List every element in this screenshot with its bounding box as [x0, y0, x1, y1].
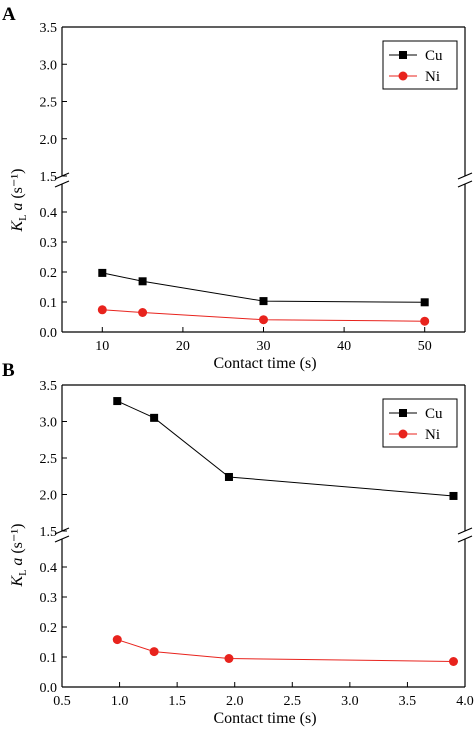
x-tick-label: 20 [176, 339, 190, 354]
y-tick-label: 1.5 [40, 170, 58, 185]
y-tick-label: 0.4 [40, 206, 58, 221]
data-point-ni [149, 647, 159, 657]
legend-label-cu: Cu [425, 48, 443, 64]
data-point-cu [150, 413, 159, 422]
x-tick-label: 10 [95, 339, 109, 354]
panel-letter-a: A [2, 4, 16, 25]
legend-box [382, 398, 458, 448]
data-point-cu [259, 297, 268, 306]
x-tick-label: 1.5 [168, 694, 186, 709]
data-point-cu [224, 472, 233, 481]
y-tick-label: 0.2 [40, 266, 58, 281]
legend-marker-cu [399, 51, 407, 59]
y-tick-label: 3.5 [40, 21, 58, 36]
data-point-ni [420, 316, 430, 326]
y-tick-label: 0.4 [40, 561, 58, 576]
axis-break-mark [457, 172, 473, 180]
x-axis-title: Contact time (s) [213, 355, 316, 372]
y-tick-label: 1.5 [40, 525, 58, 540]
axis-break-mark [54, 535, 70, 543]
axis-break-mark [54, 180, 70, 188]
x-tick-label: 2.0 [226, 694, 244, 709]
legend-label-ni: Ni [425, 427, 440, 443]
x-tick-label: 0.5 [53, 694, 71, 709]
data-point-ni [97, 305, 107, 315]
y-tick-label: 0.1 [40, 296, 58, 311]
x-tick-label: 40 [337, 339, 351, 354]
y-tick-label: 0.2 [40, 621, 58, 636]
data-point-cu [98, 268, 107, 277]
data-point-cu [138, 277, 147, 286]
x-tick-label: 3.0 [341, 694, 359, 709]
x-axis-title: Contact time (s) [213, 710, 316, 727]
y-tick-label: 3.5 [40, 379, 58, 394]
chart-panel-b: 0.5 1.0 1.5 2.0 2.5 3.0 3.5 4.0 0.0 0.1 0.2 0.3 0.4 1… [9, 379, 474, 727]
y-tick-label: 2.0 [40, 489, 58, 504]
y-tick-label: 0.0 [40, 326, 58, 341]
x-tick-label: 50 [418, 339, 432, 354]
y-tick-label: 3.0 [40, 416, 58, 431]
axis-break-mark [457, 535, 473, 543]
series-line-ni [102, 309, 425, 322]
y-axis-title: KL a (s⁻¹) [9, 524, 29, 588]
data-point-ni [448, 657, 458, 666]
chart-panel-a: 10 20 30 40 50 0.0 0.1 0.2 0.3 0.4 1.5 2.0 2.5 3.0 3.5… [9, 21, 473, 372]
y-tick-label: 2.5 [40, 452, 58, 467]
axis-break-mark [457, 527, 473, 535]
legend-marker-cu [399, 409, 407, 417]
legend-marker-ni [398, 429, 408, 439]
y-axis-title: KL a (s⁻¹) [9, 169, 29, 233]
data-point-ni [112, 635, 122, 645]
axis-break-mark [457, 180, 473, 188]
legend-marker-ni [398, 71, 408, 81]
data-point-cu [420, 298, 429, 307]
x-tick-label: 2.5 [284, 694, 302, 709]
y-tick-label: 2.5 [40, 96, 58, 111]
series-line-ni [117, 639, 454, 662]
x-tick-label: 30 [257, 339, 271, 354]
y-tick-label: 0.3 [40, 591, 58, 606]
legend-box [382, 40, 458, 90]
series-line-cu [117, 400, 454, 497]
panel-letter-b: B [2, 360, 15, 381]
data-point-ni [259, 315, 268, 325]
data-point-ni [138, 308, 148, 317]
series-line-cu [102, 272, 425, 303]
x-tick-label: 1.0 [111, 694, 129, 709]
data-point-ni [224, 654, 234, 663]
x-tick-label: 4.0 [456, 694, 474, 709]
legend-label-ni: Ni [425, 69, 440, 85]
y-tick-label: 0.1 [40, 651, 58, 666]
legend-label-cu: Cu [425, 406, 443, 422]
y-tick-label: 2.0 [40, 133, 58, 148]
y-tick-label: 3.0 [40, 58, 58, 73]
y-tick-label: 0.3 [40, 236, 58, 251]
data-point-cu [449, 491, 458, 500]
y-tick-label: 0.0 [40, 681, 58, 696]
data-point-cu [113, 397, 122, 406]
x-tick-label: 3.5 [399, 694, 417, 709]
